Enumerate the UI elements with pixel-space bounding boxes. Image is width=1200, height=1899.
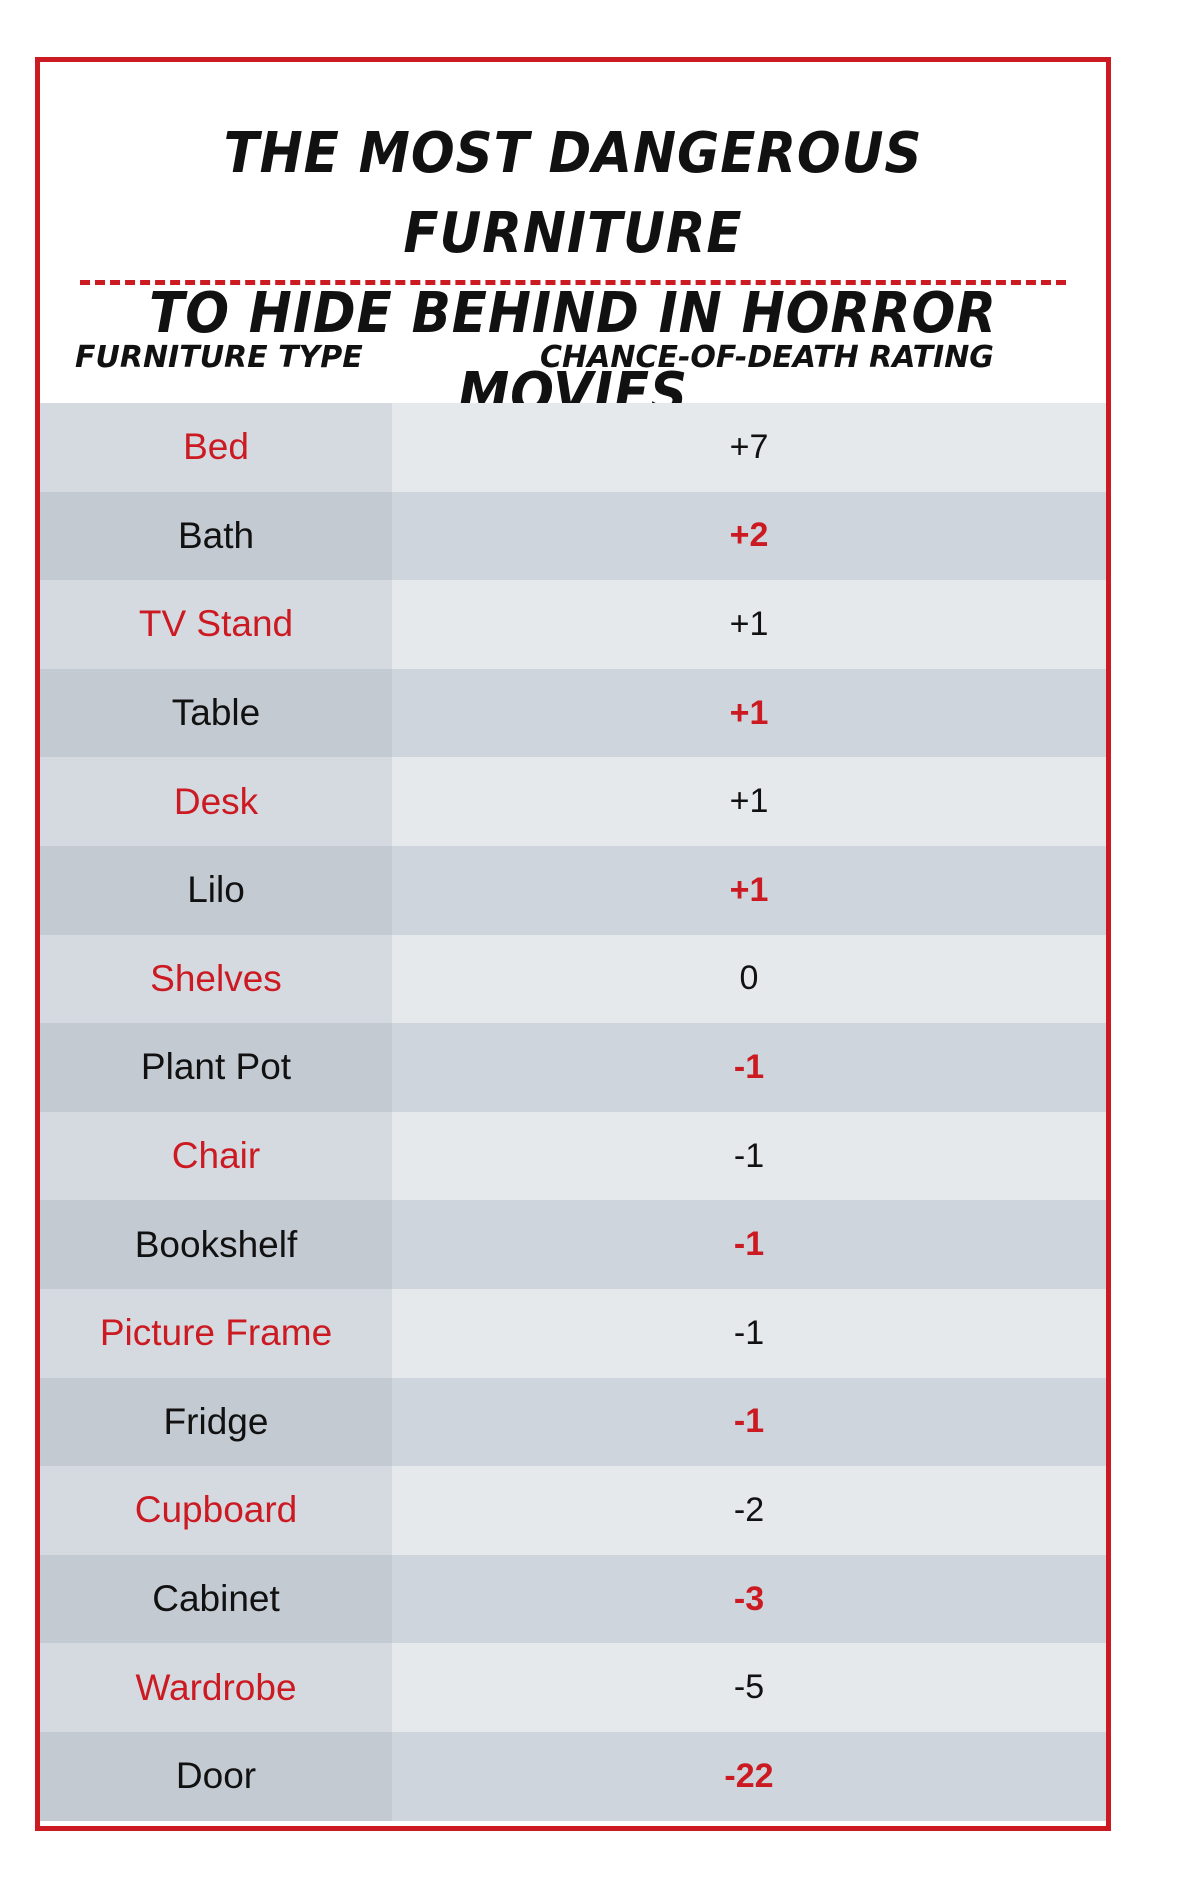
- furniture-type-cell: Picture Frame: [40, 1288, 392, 1378]
- table-row: Cupboard -2: [40, 1466, 1106, 1555]
- title-line-2: To Hide Behind In Horror Movies: [149, 281, 997, 426]
- rating-cell: -1: [392, 1111, 1106, 1201]
- rating-cell: +1: [392, 757, 1106, 846]
- page-title: The Most Dangerous Furniture To Hide Beh…: [83, 114, 1064, 434]
- table-row: Fridge -1: [40, 1377, 1106, 1467]
- furniture-type-cell: Plant Pot: [40, 1023, 392, 1112]
- furniture-table: Bed +7 Bath +2 TV Stand +1 Table +1 Desk +1 Lilo +1…: [40, 403, 1106, 1821]
- table-row: Cabinet -3: [40, 1554, 1106, 1644]
- furniture-type-cell: Chair: [40, 1111, 392, 1201]
- table-row: Lilo +1: [40, 845, 1106, 935]
- furniture-type-cell: Door: [40, 1731, 392, 1821]
- rating-cell: +2: [392, 491, 1106, 581]
- table-row: Plant Pot -1: [40, 1023, 1106, 1112]
- furniture-type-cell: Lilo: [40, 845, 392, 935]
- rating-cell: -1: [392, 1023, 1106, 1112]
- rating-cell: -1: [392, 1377, 1106, 1467]
- table-row: Door -22: [40, 1731, 1106, 1821]
- rating-cell: 0: [392, 934, 1106, 1024]
- rating-cell: -1: [392, 1200, 1106, 1289]
- rating-cell: +1: [392, 668, 1106, 758]
- furniture-type-cell: Fridge: [40, 1377, 392, 1467]
- table-row: Wardrobe -5: [40, 1643, 1106, 1732]
- dashed-divider: [80, 280, 1066, 285]
- rating-cell: -1: [392, 1288, 1106, 1378]
- table-row: Table +1: [40, 668, 1106, 758]
- table-row: TV Stand +1: [40, 580, 1106, 669]
- furniture-type-cell: Bookshelf: [40, 1200, 392, 1289]
- table-row: Bath +2: [40, 491, 1106, 581]
- rating-cell: -2: [392, 1466, 1106, 1555]
- rating-cell: -22: [392, 1731, 1106, 1821]
- table-row: Bookshelf -1: [40, 1200, 1106, 1289]
- rating-cell: -5: [392, 1643, 1106, 1732]
- furniture-type-cell: TV Stand: [40, 580, 392, 669]
- table-row: Bed +7: [40, 403, 1106, 492]
- infographic-frame: The Most Dangerous Furniture To Hide Beh…: [35, 57, 1111, 1831]
- furniture-type-cell: Bath: [40, 491, 392, 581]
- furniture-type-cell: Cupboard: [40, 1466, 392, 1555]
- table-row: Picture Frame -1: [40, 1288, 1106, 1378]
- title-line-1: The Most Dangerous Furniture: [223, 121, 923, 266]
- rating-cell: +1: [392, 845, 1106, 935]
- column-header-furniture-type: Furniture Type: [75, 340, 363, 375]
- rating-cell: +7: [392, 403, 1106, 492]
- column-header-rating: Chance-of-Death Rating: [540, 340, 994, 375]
- furniture-type-cell: Shelves: [40, 934, 392, 1024]
- furniture-type-cell: Desk: [40, 757, 392, 846]
- rating-cell: +1: [392, 580, 1106, 669]
- table-row: Shelves 0: [40, 934, 1106, 1024]
- table-row: Desk +1: [40, 757, 1106, 846]
- rating-cell: -3: [392, 1554, 1106, 1644]
- furniture-type-cell: Wardrobe: [40, 1643, 392, 1732]
- table-row: Chair -1: [40, 1111, 1106, 1201]
- furniture-type-cell: Cabinet: [40, 1554, 392, 1644]
- furniture-type-cell: Table: [40, 668, 392, 758]
- furniture-type-cell: Bed: [40, 403, 392, 492]
